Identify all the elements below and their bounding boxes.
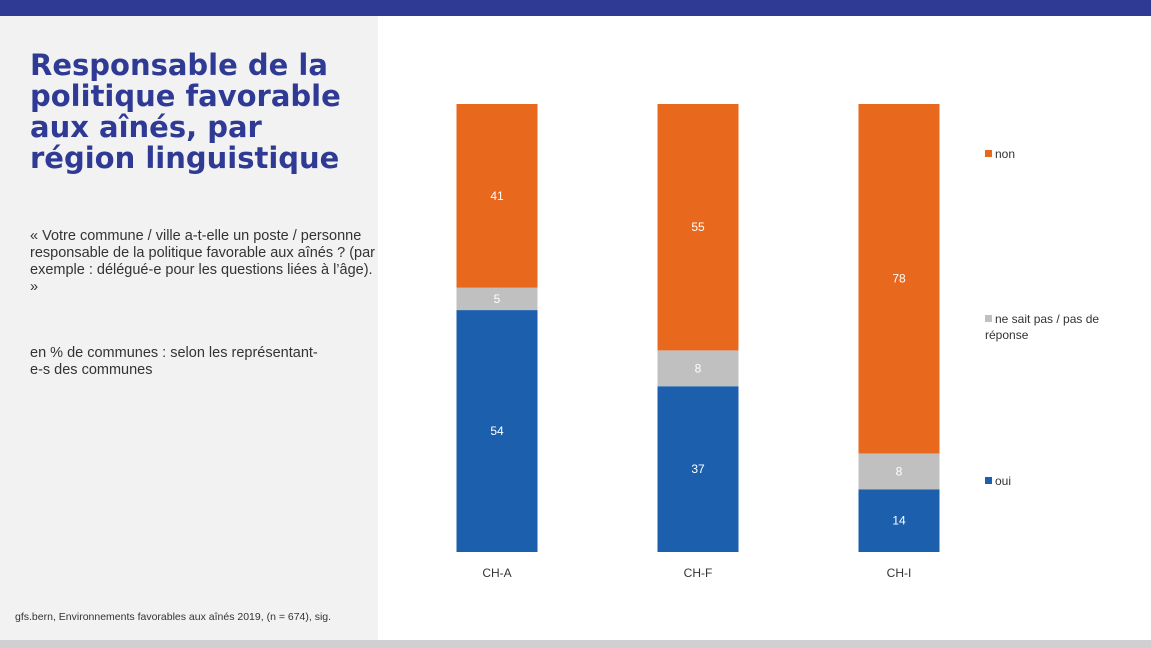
data-label-ch-a-non: 41 <box>490 189 504 203</box>
bar-ch-a-non <box>456 104 538 288</box>
page-title: Responsable de la politique favorable au… <box>30 48 341 175</box>
top-accent-bar <box>0 0 1151 16</box>
category-label-ch-i: CH-I <box>887 566 912 580</box>
bottom-bar <box>0 640 1151 648</box>
bar-ch-i-oui <box>858 489 940 552</box>
data-label-ch-a-oui: 54 <box>490 424 504 438</box>
legend-non: non <box>985 146 1135 162</box>
data-label-ch-f-ne: 8 <box>695 361 702 375</box>
source-note: gfs.bern, Environnements favorables aux … <box>15 611 332 623</box>
data-label-ch-f-oui: 37 <box>691 462 705 476</box>
data-label-ch-i-oui: 14 <box>892 514 906 528</box>
unit-note: en % de communes : selon les représentan… <box>30 345 318 378</box>
bar-ch-f-ne <box>657 350 739 387</box>
description-panel <box>0 16 378 640</box>
data-label-ch-f-non: 55 <box>691 220 705 234</box>
legend-label-non: non <box>995 147 1016 161</box>
bar-ch-f-non <box>657 104 739 351</box>
category-label-ch-a: CH-A <box>482 566 511 580</box>
category-label-ch-f: CH-F <box>684 566 713 580</box>
legend-swatch-non <box>985 150 992 157</box>
data-label-ch-i-ne: 8 <box>896 464 903 478</box>
legend-ne-sait-pas: ne sait pas / pas de réponse <box>985 311 1135 343</box>
data-label-ch-a-ne: 5 <box>494 292 501 306</box>
stacked-bar-chart: 54 5 41 CH-A 37 8 55 CH-F 14 8 78 CH-I <box>456 104 940 580</box>
survey-question: « Votre commune / ville a-t-elle un post… <box>30 228 376 295</box>
bar-ch-f-oui <box>657 386 739 552</box>
legend-swatch-oui <box>985 477 992 484</box>
legend-label-ne-sait-pas: ne sait pas / pas de réponse <box>985 312 1100 342</box>
bar-ch-i-non <box>858 104 940 454</box>
bar-ch-a-ne <box>456 287 538 311</box>
legend-swatch-ne-sait-pas <box>985 315 992 322</box>
bar-ch-i-ne <box>858 453 940 490</box>
legend-label-oui: oui <box>995 474 1012 488</box>
data-label-ch-i-non: 78 <box>892 272 906 286</box>
legend-oui: oui <box>985 473 1135 489</box>
bar-ch-a-oui <box>456 310 538 552</box>
